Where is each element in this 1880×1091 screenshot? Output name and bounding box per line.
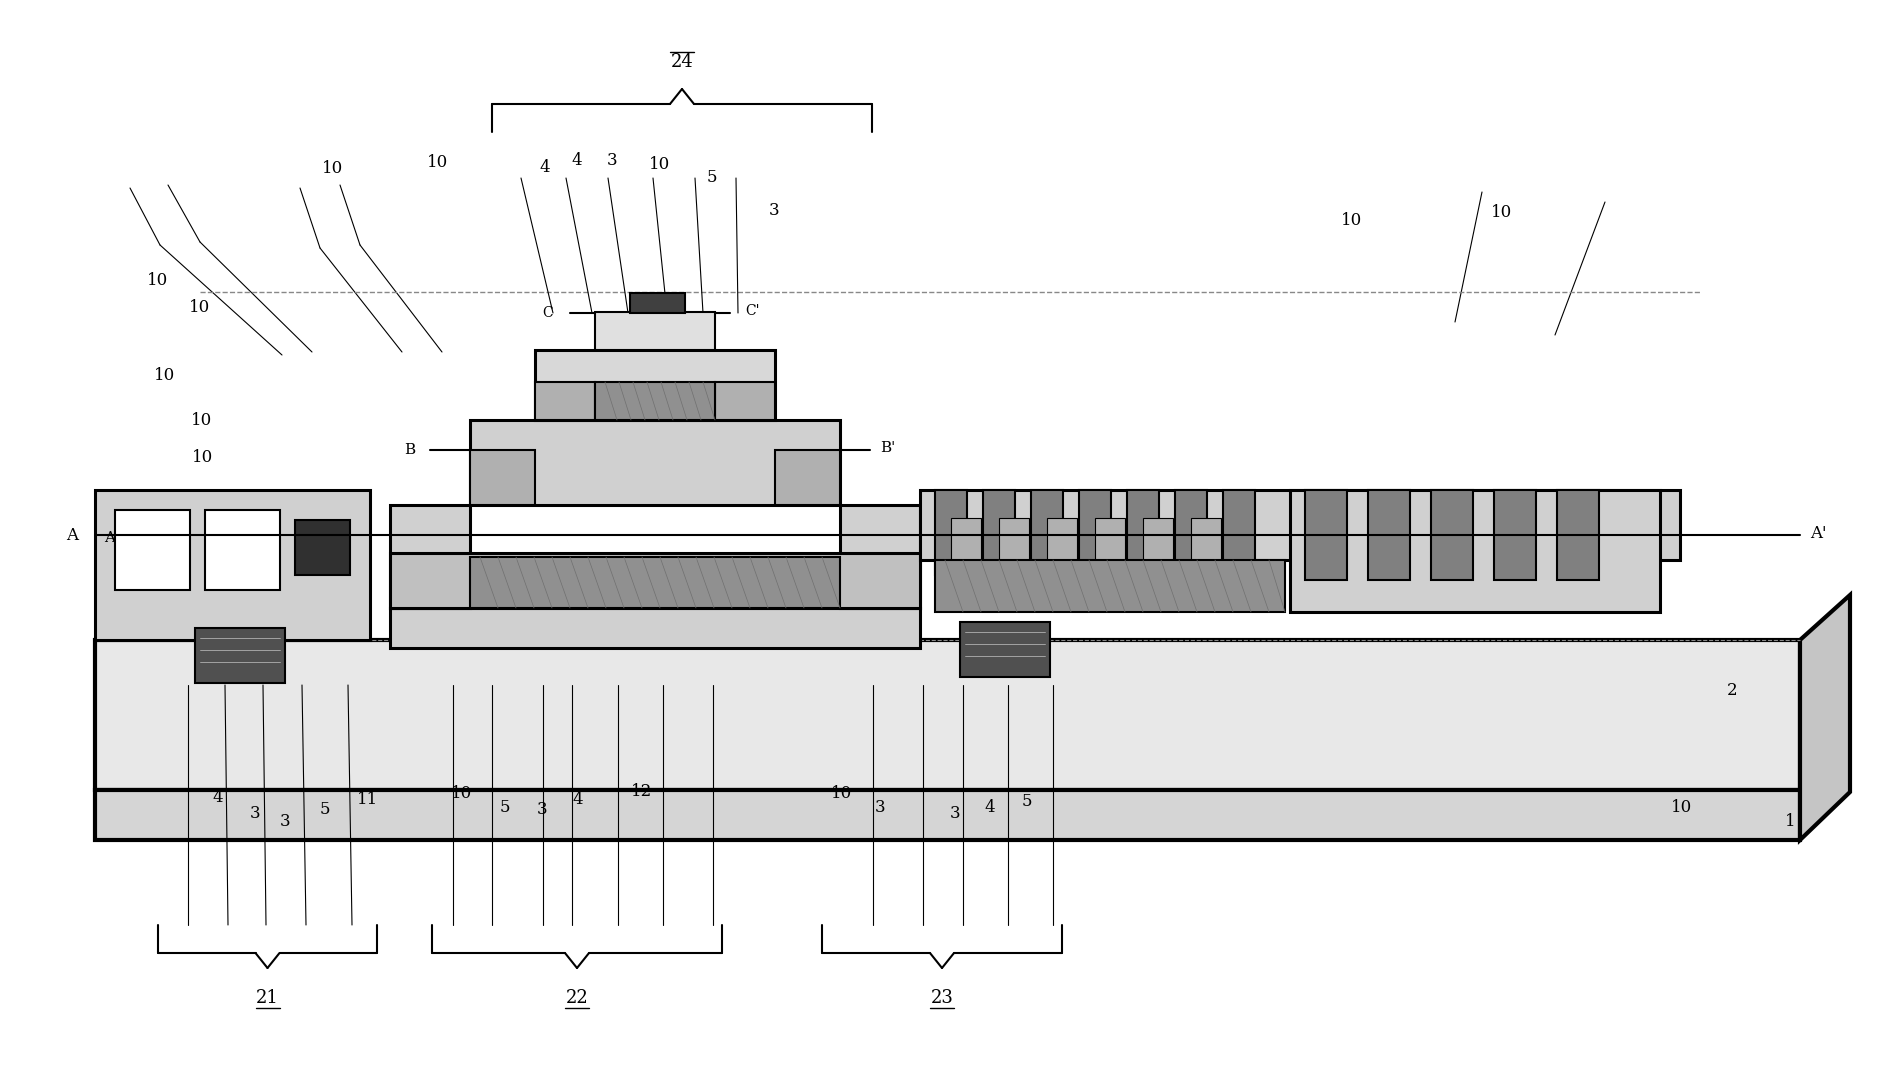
Text: A': A' [1809,525,1825,541]
Polygon shape [534,382,594,420]
Text: 1: 1 [1784,814,1794,830]
Polygon shape [594,312,714,350]
Polygon shape [775,449,840,505]
Text: 12: 12 [632,783,652,801]
Text: 4: 4 [212,789,224,805]
Polygon shape [1290,490,1660,612]
Polygon shape [951,518,981,575]
Polygon shape [470,558,840,608]
Polygon shape [534,350,775,420]
Text: 10: 10 [451,786,472,803]
Text: 23: 23 [931,990,953,1007]
Polygon shape [1367,490,1410,580]
Text: 10: 10 [154,367,175,384]
Text: 11: 11 [357,791,378,808]
Polygon shape [1493,490,1536,580]
Text: 5: 5 [1021,793,1032,811]
Polygon shape [959,622,1049,678]
Text: 3: 3 [607,152,617,168]
Polygon shape [919,490,1679,560]
Text: 4: 4 [983,799,995,815]
Polygon shape [470,449,534,505]
Polygon shape [1126,490,1158,575]
Polygon shape [934,490,966,575]
Text: B': B' [880,441,895,455]
Text: 10: 10 [1491,204,1512,220]
Text: 3: 3 [536,802,547,818]
Polygon shape [389,608,919,648]
Polygon shape [96,640,1799,790]
Polygon shape [295,520,350,575]
Polygon shape [1030,490,1062,575]
Polygon shape [96,490,370,640]
Polygon shape [594,382,714,420]
Text: 21: 21 [256,990,278,1007]
Polygon shape [1190,518,1220,575]
Polygon shape [205,509,280,590]
Text: 10: 10 [192,448,214,466]
Text: 3: 3 [874,799,885,815]
Polygon shape [1305,490,1346,580]
Text: 22: 22 [566,990,588,1007]
Polygon shape [1079,490,1111,575]
Polygon shape [1431,490,1472,580]
Text: 24: 24 [671,53,694,71]
Text: B: B [404,443,415,457]
Text: 4: 4 [540,158,551,176]
Text: A: A [105,531,115,546]
Text: 10: 10 [831,786,852,803]
Text: C: C [169,561,180,575]
Polygon shape [840,505,919,608]
Text: C: C [543,305,553,320]
Text: 10: 10 [147,272,169,288]
Text: 4: 4 [572,791,583,808]
Text: 5: 5 [500,799,509,815]
Text: 2: 2 [1726,682,1737,698]
Polygon shape [1094,518,1124,575]
Text: 3: 3 [949,805,961,823]
Text: 5: 5 [320,802,331,818]
Polygon shape [998,518,1028,575]
Text: 4: 4 [572,152,583,168]
Text: 10: 10 [321,159,344,177]
Text: C: C [756,561,767,575]
Text: 10: 10 [192,411,212,429]
Polygon shape [389,505,470,608]
Polygon shape [1143,518,1173,575]
Text: 10: 10 [190,299,211,315]
Text: 3: 3 [250,805,259,823]
Polygon shape [1047,518,1077,575]
Polygon shape [1222,490,1254,575]
Polygon shape [630,293,684,313]
Polygon shape [196,628,286,683]
Text: A: A [66,527,77,543]
Text: 10: 10 [1671,799,1692,815]
Text: 5: 5 [707,168,716,185]
Polygon shape [1557,490,1598,580]
Polygon shape [1799,595,1850,840]
Text: C': C' [335,561,350,575]
Polygon shape [983,490,1015,575]
Polygon shape [115,509,190,590]
Text: 3: 3 [769,202,778,218]
Text: 10: 10 [649,156,671,172]
Polygon shape [1175,490,1207,575]
Text: 3: 3 [280,814,290,830]
Polygon shape [96,790,1799,840]
Polygon shape [714,382,775,420]
Polygon shape [470,420,840,505]
Polygon shape [934,560,1284,612]
Polygon shape [389,553,919,608]
Text: 10: 10 [1340,212,1361,228]
Text: C': C' [744,304,760,317]
Text: 10: 10 [427,154,449,170]
